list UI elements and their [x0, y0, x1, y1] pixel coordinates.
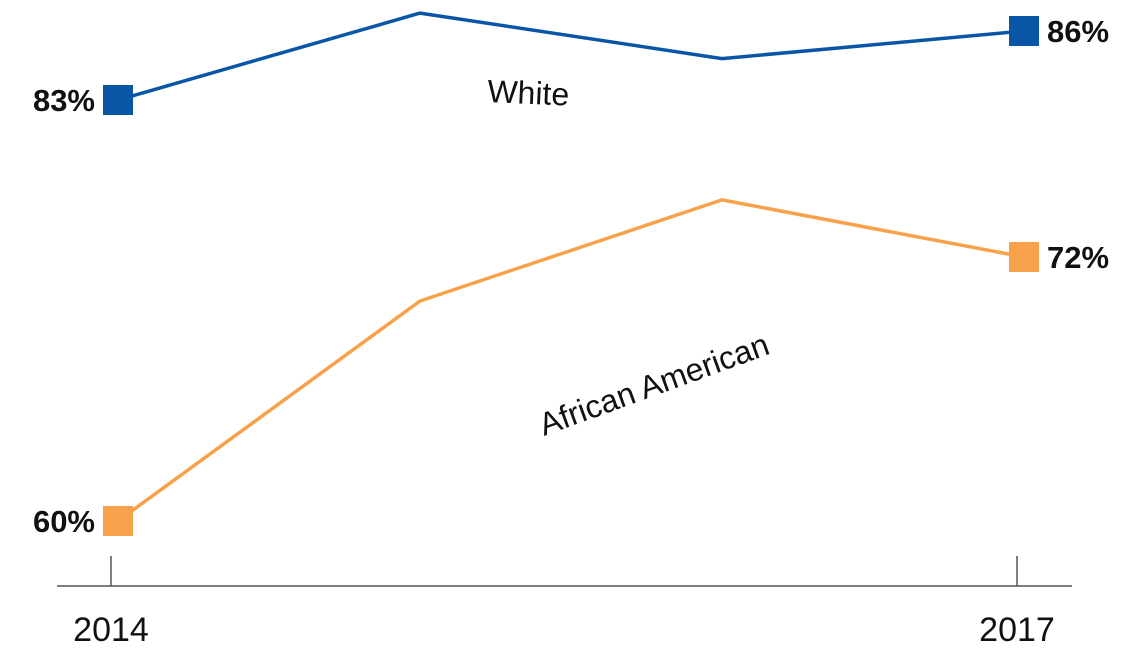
x-axis: 2014 2017: [57, 556, 1072, 649]
data-label-start: 60%: [33, 504, 95, 539]
x-tick-label: 2014: [73, 611, 149, 649]
label-layer: 83% 86% 60% 72% White African American: [33, 14, 1109, 539]
series-label: White: [487, 73, 570, 113]
data-label-end: 86%: [1047, 14, 1109, 49]
series-line: [116, 198, 1025, 523]
data-label-start: 83%: [33, 83, 95, 118]
series-marker: [1009, 16, 1039, 46]
x-tick-label: 2017: [979, 611, 1055, 649]
series-label: African American: [534, 326, 774, 443]
data-label-end: 72%: [1047, 240, 1109, 275]
series-marker: [103, 506, 133, 536]
series-marker: [1009, 242, 1039, 272]
series-line: [117, 11, 1025, 102]
series-marker: [103, 85, 133, 115]
series-layer: [103, 11, 1039, 536]
